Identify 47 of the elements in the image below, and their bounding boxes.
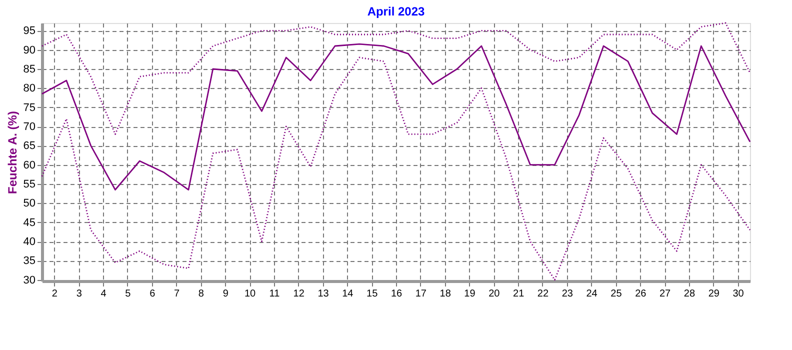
x-tick-label: 28 (684, 288, 696, 300)
x-tick-label: 10 (244, 288, 256, 300)
line-series (41, 43, 751, 190)
x-tick-label: 18 (440, 288, 452, 300)
y-tick-label: 70 (23, 121, 36, 134)
y-tick-label: 60 (23, 159, 36, 172)
x-tick-label: 9 (222, 288, 229, 300)
x-tick-label: 5 (125, 288, 132, 300)
x-tick-label: 13 (318, 288, 330, 300)
x-tick-label: 22 (537, 288, 549, 300)
y-tick-label: 35 (23, 255, 36, 268)
x-tick-label: 16 (390, 288, 402, 300)
x-tick-label: 30 (732, 288, 744, 300)
x-tick-label: 20 (488, 288, 500, 300)
y-tick-label: 40 (23, 236, 36, 248)
x-tick-label: 26 (635, 288, 647, 300)
x-tick-label: 15 (366, 288, 378, 300)
line-series (41, 22, 751, 135)
x-tick-label: 4 (100, 288, 107, 300)
y-tick-label: 55 (23, 178, 36, 191)
y-tick-label: 45 (23, 216, 36, 229)
x-tick-label: 7 (174, 288, 180, 300)
y-tick-label: 85 (23, 64, 36, 76)
x-tick-label: 17 (415, 288, 427, 300)
x-tick-label: 19 (464, 288, 476, 300)
y-tick-label: 65 (23, 140, 36, 152)
x-tick-label: 25 (610, 288, 622, 300)
x-tick-label: 23 (562, 288, 574, 300)
x-tick-label: 8 (198, 288, 204, 300)
y-axis-title: Feuchte A. (%) (5, 111, 20, 194)
x-tick-label: 11 (269, 288, 280, 300)
x-tick-label: 12 (293, 288, 305, 300)
x-tick-label: 21 (513, 288, 525, 300)
y-tick-label: 90 (23, 44, 36, 56)
x-tick-label: 27 (659, 288, 672, 300)
y-tick-label: 50 (23, 198, 36, 210)
x-tick-label: 3 (76, 288, 82, 300)
x-tick-label: 24 (586, 288, 598, 300)
x-tick-label: 29 (708, 288, 720, 300)
y-tick-label: 75 (23, 102, 36, 114)
y-tick-label: 30 (23, 274, 36, 286)
x-tick-label: 2 (52, 288, 58, 300)
x-tick-label: 14 (342, 288, 354, 300)
chart-title: April 2023 (367, 4, 425, 18)
y-tick-label: 80 (23, 82, 36, 95)
x-tick-label: 6 (150, 288, 156, 300)
y-tick-label: 95 (23, 25, 36, 38)
